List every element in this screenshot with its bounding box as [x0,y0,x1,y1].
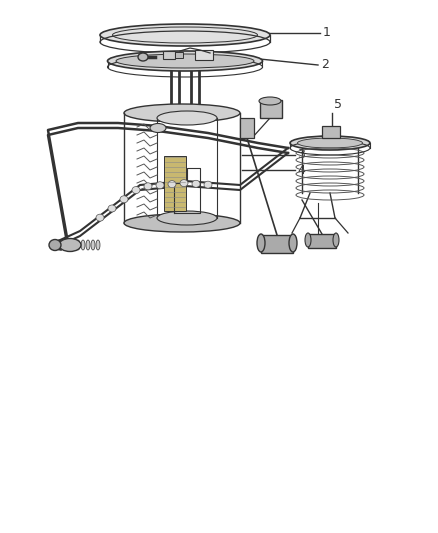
Ellipse shape [305,233,311,247]
Bar [175,52,183,58]
Bar [163,51,175,59]
Ellipse shape [76,240,80,250]
Text: 2: 2 [321,59,329,71]
Bar [260,100,282,118]
Bar [322,126,340,138]
Ellipse shape [192,180,200,187]
Bar [240,118,254,138]
Ellipse shape [150,124,166,133]
Ellipse shape [107,51,262,71]
Ellipse shape [156,182,164,189]
Ellipse shape [290,136,370,150]
Bar [261,235,293,253]
Ellipse shape [100,24,270,46]
Ellipse shape [257,234,265,252]
Ellipse shape [138,53,148,61]
Ellipse shape [91,240,95,250]
Ellipse shape [289,234,297,252]
Ellipse shape [333,233,339,247]
Bar [195,50,213,60]
Ellipse shape [96,214,104,221]
Text: 4: 4 [297,164,305,176]
Ellipse shape [59,238,81,252]
Bar [308,234,336,248]
Ellipse shape [204,181,212,188]
Bar [164,156,186,211]
Ellipse shape [120,196,128,203]
Ellipse shape [108,205,116,212]
Ellipse shape [259,97,281,105]
Ellipse shape [180,180,188,187]
Ellipse shape [157,111,217,125]
Ellipse shape [116,54,254,68]
Ellipse shape [168,181,176,188]
Ellipse shape [49,239,61,251]
Ellipse shape [96,240,100,250]
Ellipse shape [124,104,240,122]
Text: 1: 1 [323,27,331,39]
Ellipse shape [297,138,363,148]
Ellipse shape [144,183,152,190]
Text: 5: 5 [334,98,342,111]
Ellipse shape [132,187,140,193]
Ellipse shape [81,240,85,250]
Text: 3: 3 [297,149,305,161]
Ellipse shape [124,214,240,232]
Ellipse shape [86,240,90,250]
Ellipse shape [157,211,217,225]
